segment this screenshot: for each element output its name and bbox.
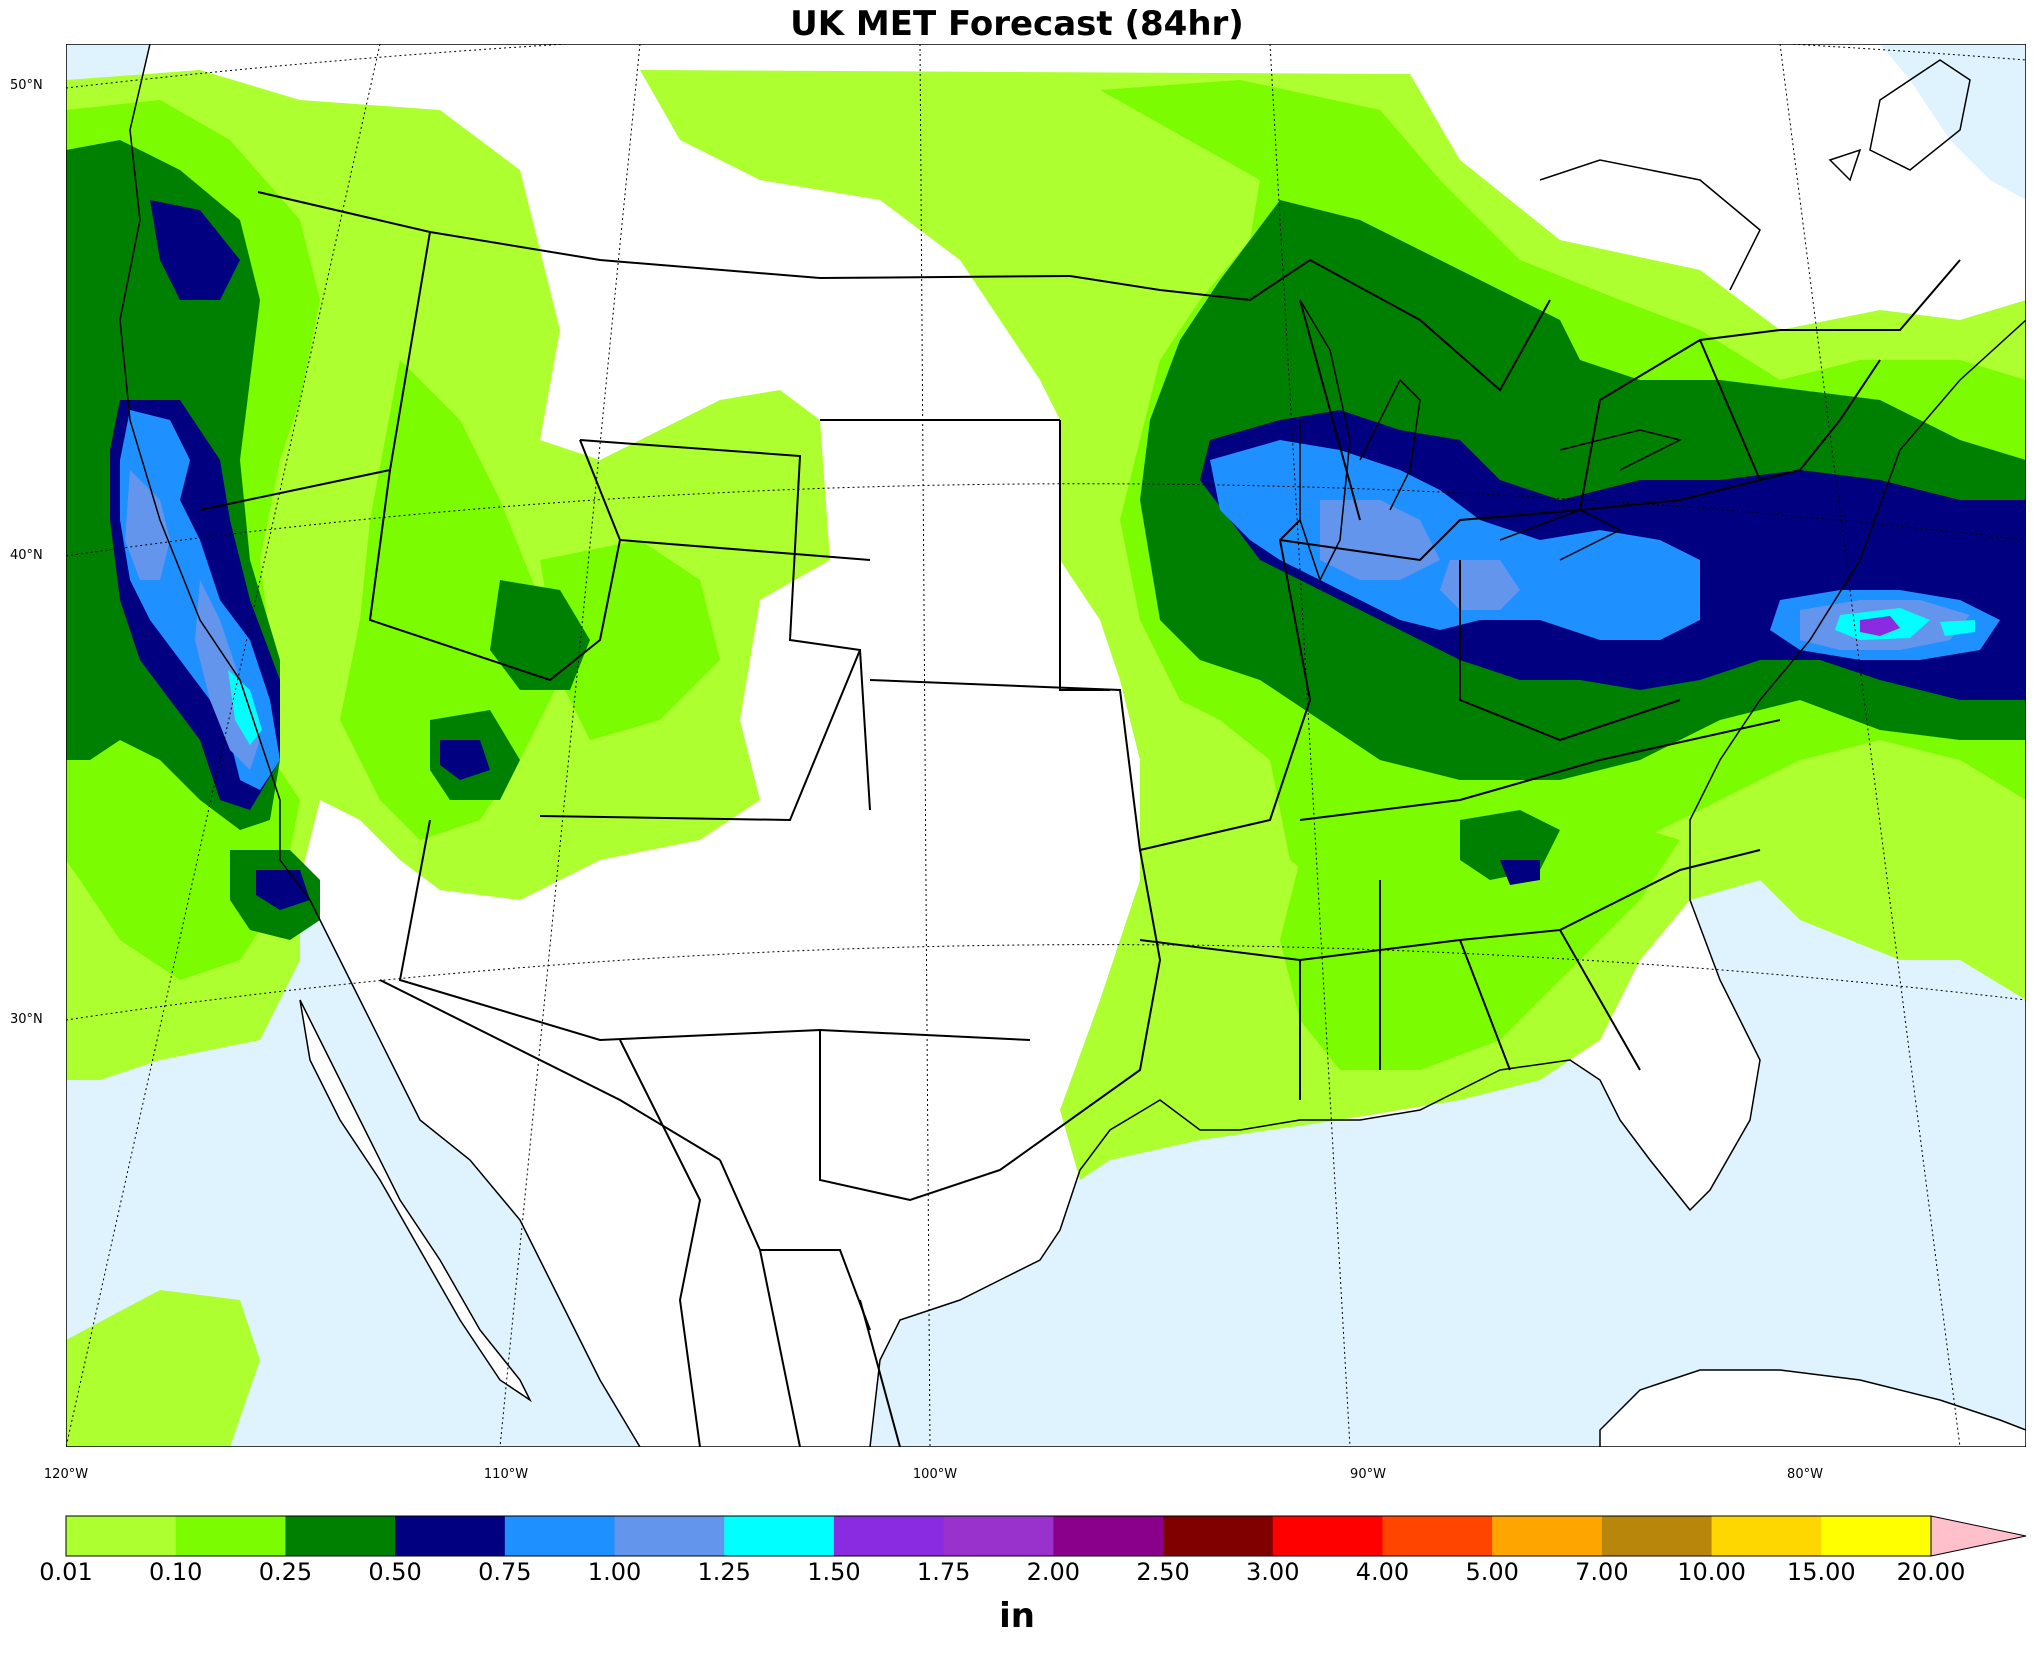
colorbar-swatch <box>175 1516 286 1556</box>
colorbar-swatch <box>1382 1516 1493 1556</box>
colorbar-tick-label: 0.25 <box>258 1558 313 1586</box>
colorbar-swatch <box>395 1516 506 1556</box>
colorbar-swatch <box>66 1516 177 1556</box>
colorbar-tick-label: 0.75 <box>478 1558 532 1586</box>
colorbar-swatch <box>1492 1516 1603 1556</box>
political-borders <box>199 191 1961 1447</box>
colorbar-tick-label: 0.10 <box>148 1558 203 1586</box>
colorbar-tick-label: 20.00 <box>1896 1558 1966 1586</box>
colorbar-tick-label: 10.00 <box>1677 1558 1746 1586</box>
colorbar-extend-arrow <box>1930 1515 2027 1557</box>
colorbar-swatch <box>614 1516 725 1556</box>
precip-1.50-1.75 <box>1860 616 1900 636</box>
colorbar-swatch <box>1272 1516 1383 1556</box>
lon-label-100w: 100°W <box>912 1467 958 1482</box>
colorbar-swatch <box>1821 1516 1932 1556</box>
graticule <box>66 44 2026 1447</box>
colorbar-swatch <box>1711 1516 1822 1556</box>
colorbar-tick-label: 0.50 <box>368 1558 422 1586</box>
lon-label-80w: 80°W <box>1787 1467 1823 1482</box>
lon-label-120w: 120°W <box>43 1467 89 1482</box>
colorbar-tick-label: 7.00 <box>1575 1558 1629 1586</box>
colorbar-swatch <box>833 1516 945 1556</box>
colorbar-units: in <box>999 1596 1035 1636</box>
colorbar-tick-label: 2.50 <box>1136 1558 1190 1586</box>
colorbar-tick-label: 3.00 <box>1246 1558 1300 1586</box>
colorbar-swatch <box>724 1516 835 1556</box>
colorbar-tick-label: 1.75 <box>916 1558 971 1586</box>
colorbar-swatch <box>1053 1516 1164 1556</box>
colorbar-tick-label: 5.00 <box>1465 1558 1519 1586</box>
colorbar-swatch <box>943 1516 1054 1556</box>
colorbar-swatch <box>1601 1516 1713 1556</box>
lon-label-90w: 90°W <box>1350 1467 1386 1482</box>
lat-label-40: 40°N <box>10 548 43 563</box>
colorbar-tick-label: 1.25 <box>697 1558 751 1586</box>
coastlines <box>119 44 2026 1447</box>
colorbar-tick-label: 4.00 <box>1355 1558 1410 1586</box>
colorbar-tick-label: 1.00 <box>587 1558 642 1586</box>
colorbar-tick-label: 15.00 <box>1786 1558 1856 1586</box>
map-title: UK MET Forecast (84hr) <box>790 4 1244 44</box>
lat-label-30: 30°N <box>10 1012 43 1027</box>
lon-label-110w: 110°W <box>483 1467 529 1482</box>
colorbar-swatch <box>504 1516 616 1556</box>
colorbar-tick-label: 0.01 <box>39 1558 93 1586</box>
colorbar <box>65 1515 2027 1557</box>
colorbar-swatch <box>285 1516 396 1556</box>
colorbar-tick-label: 1.50 <box>807 1558 861 1586</box>
colorbar-outline <box>65 1515 1932 1557</box>
colorbar-tick-label: 2.00 <box>1026 1558 1081 1586</box>
lat-label-50: 50°N <box>10 78 43 93</box>
colorbar-swatch <box>1163 1516 1274 1556</box>
